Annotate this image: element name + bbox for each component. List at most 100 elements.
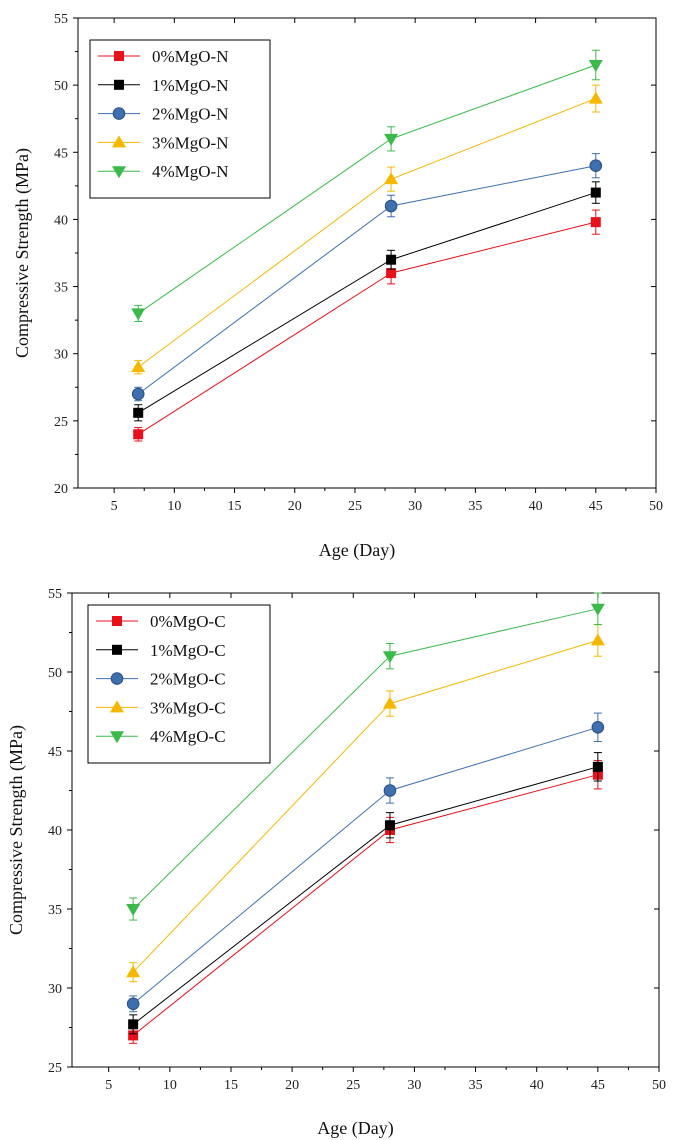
y-tick-label: 25 (48, 1061, 62, 1076)
series-0 (133, 209, 601, 442)
legend-marker (114, 51, 124, 61)
x-tick-label: 10 (167, 499, 181, 514)
data-point (128, 1019, 139, 1030)
x-tick-label: 5 (105, 1078, 112, 1093)
y-tick-label: 35 (48, 903, 62, 918)
y-tick-label: 55 (48, 587, 62, 602)
series-2 (126, 712, 605, 1013)
y-tick-label: 55 (54, 12, 68, 27)
data-point (589, 159, 603, 173)
legend-label: 0%MgO-C (150, 612, 226, 631)
chart-bottom: 5 10 15 20 25 30 35 40 45 50 25 30 35 40 45 50 55 Age (Da… (6, 587, 666, 1139)
y-tick-label: 30 (54, 348, 68, 363)
series-3 (131, 84, 603, 375)
x-tick-label: 40 (530, 1078, 544, 1093)
data-point (591, 721, 605, 734)
legend-label: 0%MgO-N (152, 47, 229, 66)
x-tick-label: 15 (228, 499, 242, 514)
legend-marker (112, 135, 126, 148)
data-point (384, 172, 399, 185)
legend-label: 3%MgO-C (150, 698, 226, 717)
y-tick-label: 20 (54, 482, 68, 497)
legend-label: 4%MgO-N (152, 162, 229, 181)
data-point (382, 696, 397, 709)
legend-label: 3%MgO-N (152, 133, 229, 152)
x-tick-label: 15 (224, 1078, 238, 1093)
legend-label: 1%MgO-N (152, 76, 229, 95)
data-point (386, 268, 397, 279)
data-point (590, 603, 605, 616)
legend-label: 2%MgO-C (150, 670, 226, 689)
x-tick-label: 40 (529, 499, 543, 514)
data-point (126, 965, 141, 978)
y-tick-label: 45 (48, 745, 62, 760)
legend-marker (110, 700, 124, 713)
y-axis-title: Compressive Strength (MPa) (12, 148, 33, 358)
data-point (128, 1030, 139, 1041)
legend: 0%MgO-C 1%MgO-C 2%MgO-C 3%MgO-C 4%MgO-C (87, 604, 271, 764)
data-point (588, 91, 603, 104)
x-tick-label: 35 (468, 499, 482, 514)
data-point (382, 651, 397, 664)
legend-marker (112, 644, 122, 655)
legend-marker (110, 672, 124, 685)
data-point (126, 997, 140, 1011)
data-point (126, 904, 141, 916)
data-point (588, 60, 603, 72)
legend-label: 1%MgO-C (150, 641, 226, 660)
data-point (133, 407, 144, 418)
x-axis-title: Age (Day) (319, 540, 395, 561)
data-point (384, 820, 395, 831)
x-tick-label: 35 (469, 1078, 483, 1093)
data-point (386, 254, 397, 265)
legend-marker (112, 616, 122, 626)
data-point (590, 187, 601, 198)
y-tick-label: 40 (54, 213, 68, 228)
x-tick-label: 45 (591, 1078, 605, 1093)
legend-label: 2%MgO-N (152, 105, 229, 124)
x-tick-label: 20 (285, 1078, 299, 1093)
data-point (590, 633, 605, 646)
series-1 (128, 752, 603, 1035)
x-tick-label: 50 (649, 499, 663, 514)
x-tick-label: 30 (408, 499, 422, 514)
y-tick-label: 50 (48, 666, 62, 681)
data-point (131, 360, 146, 373)
y-tick-label: 25 (54, 415, 68, 430)
legend-label: 4%MgO-C (150, 727, 226, 746)
x-tick-label: 50 (652, 1078, 666, 1093)
y-tick-label: 35 (54, 281, 68, 296)
legend-marker (114, 79, 124, 90)
x-tick-label: 25 (346, 1078, 360, 1093)
series-4 (126, 592, 605, 921)
y-tick-label: 45 (54, 146, 68, 161)
data-point (131, 387, 145, 401)
x-tick-label: 20 (288, 499, 302, 514)
series-4 (131, 49, 603, 322)
legend-marker (112, 107, 126, 120)
y-tick-label: 50 (54, 79, 68, 94)
chart-top: 5 10 15 20 25 30 35 40 45 50 20 25 30 35 40 45 50 55 Age (… (12, 12, 663, 561)
legend-marker (112, 166, 126, 179)
data-point (131, 308, 146, 321)
x-tick-label: 30 (407, 1078, 421, 1093)
x-axis-title: Age (Day) (317, 1118, 393, 1139)
series-1 (133, 181, 601, 422)
x-tick-label: 45 (589, 499, 603, 514)
x-tick-label: 10 (163, 1078, 177, 1093)
data-point (133, 429, 144, 440)
y-tick-label: 40 (48, 824, 62, 839)
data-point (592, 761, 603, 772)
x-tick-label: 5 (111, 499, 118, 514)
y-tick-label: 30 (48, 982, 62, 997)
data-point (590, 217, 601, 228)
series-2 (131, 153, 603, 402)
data-point (383, 784, 397, 797)
data-point (384, 199, 398, 213)
legend-marker (110, 731, 124, 744)
y-axis-title: Compressive Strength (MPa) (6, 725, 27, 935)
data-point (384, 133, 399, 146)
legend: 0%MgO-N 1%MgO-N 2%MgO-N 3%MgO-N 4%MgO-N (89, 39, 271, 199)
x-tick-label: 25 (348, 499, 362, 514)
